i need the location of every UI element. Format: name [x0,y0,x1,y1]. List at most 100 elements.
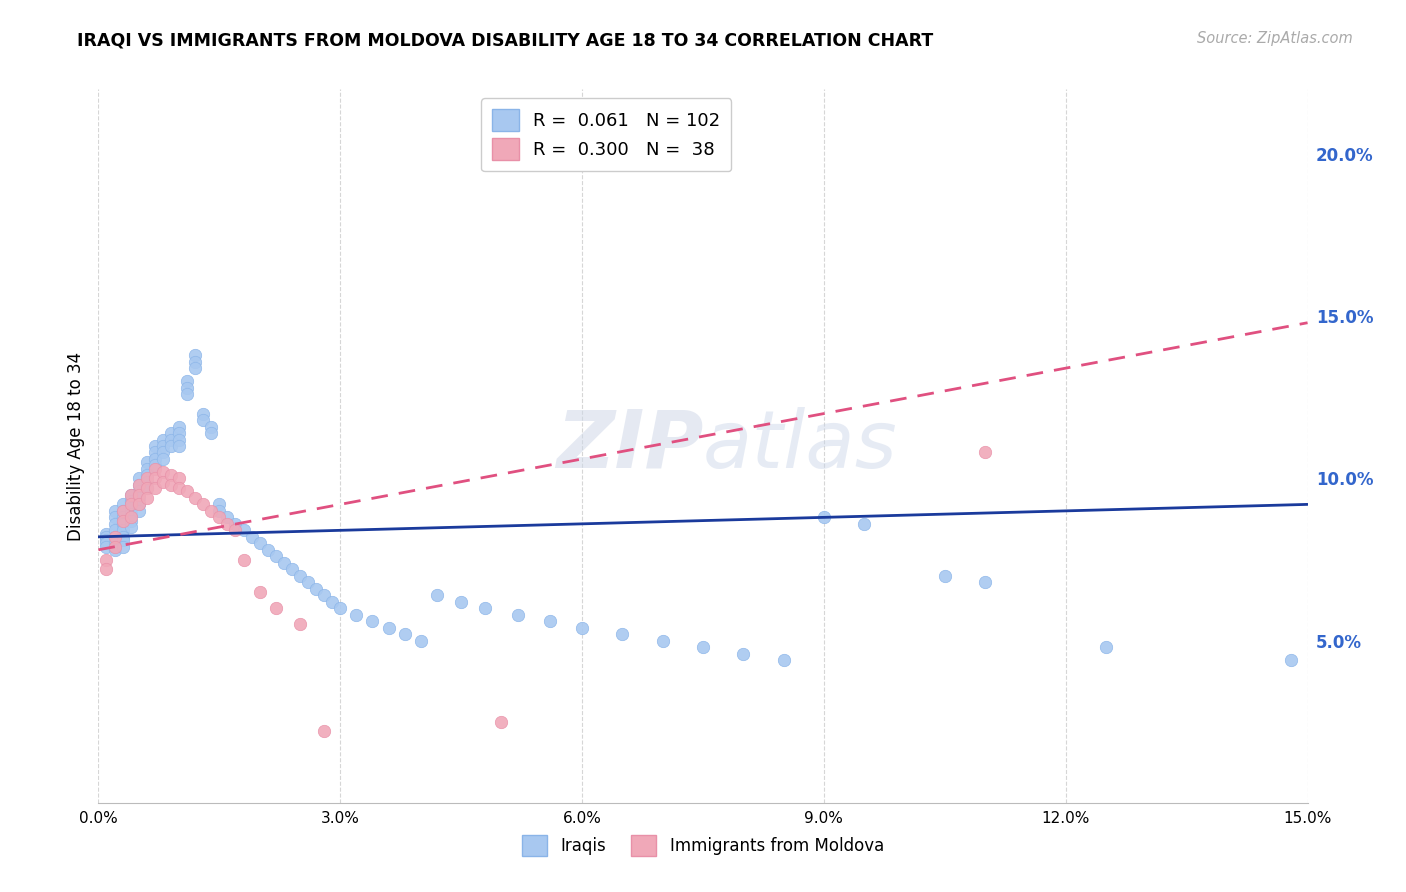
Point [474,601,496,615]
Point [224,516,246,531]
Point [111,510,134,524]
Point [394,627,416,641]
Point [111,504,134,518]
Point [103,516,125,531]
Point [128,471,150,485]
Point [128,491,150,505]
Point [128,478,150,492]
Point [128,478,150,492]
Point [813,510,835,524]
Point [135,455,157,469]
Point [120,494,142,508]
Point [111,514,134,528]
Point [361,614,384,628]
Point [176,381,198,395]
Point [96,526,118,541]
Point [377,621,399,635]
Point [450,595,472,609]
Point [143,461,166,475]
Point [135,461,157,475]
Point [103,510,125,524]
Point [208,510,231,524]
Point [733,647,755,661]
Point [128,484,150,499]
Point [135,491,157,505]
Point [120,510,142,524]
Point [135,475,157,489]
Point [314,724,336,739]
Point [167,471,190,485]
Point [103,540,125,554]
Point [128,497,150,511]
Point [120,488,142,502]
Point [167,481,190,495]
Point [314,588,336,602]
Point [128,488,150,502]
Point [103,540,125,554]
Point [111,530,134,544]
Point [193,407,215,421]
Point [974,575,997,590]
Point [135,481,157,495]
Point [152,433,174,447]
Point [167,425,190,440]
Text: IRAQI VS IMMIGRANTS FROM MOLDOVA DISABILITY AGE 18 TO 34 CORRELATION CHART: IRAQI VS IMMIGRANTS FROM MOLDOVA DISABIL… [77,31,934,49]
Point [128,504,150,518]
Point [249,536,271,550]
Point [111,524,134,538]
Point [143,445,166,459]
Point [176,484,198,499]
Point [538,614,561,628]
Point [240,530,263,544]
Point [160,468,183,483]
Point [208,497,231,511]
Point [217,516,239,531]
Point [297,575,319,590]
Point [120,520,142,534]
Point [120,497,142,511]
Point [152,475,174,489]
Point [167,439,190,453]
Point [321,595,343,609]
Point [160,425,183,440]
Point [135,468,157,483]
Point [612,627,634,641]
Point [184,491,207,505]
Point [111,516,134,531]
Point [974,445,997,459]
Point [103,530,125,544]
Point [152,452,174,467]
Y-axis label: Disability Age 18 to 34: Disability Age 18 to 34 [66,351,84,541]
Point [1281,653,1303,667]
Point [273,556,295,570]
Point [111,504,134,518]
Point [491,714,513,729]
Point [264,601,287,615]
Point [152,445,174,459]
Point [217,510,239,524]
Point [344,607,367,622]
Point [200,504,222,518]
Point [167,419,190,434]
Point [96,533,118,547]
Point [200,425,222,440]
Point [111,540,134,554]
Point [96,536,118,550]
Legend: Iraqis, Immigrants from Moldova: Iraqis, Immigrants from Moldova [516,829,890,863]
Point [184,354,207,368]
Point [934,568,956,582]
Point [288,568,311,582]
Point [128,497,150,511]
Point [208,504,231,518]
Point [184,348,207,362]
Point [249,585,271,599]
Point [571,621,593,635]
Point [96,540,118,554]
Point [167,433,190,447]
Point [305,582,328,596]
Point [120,507,142,521]
Point [426,588,449,602]
Point [143,439,166,453]
Point [160,439,183,453]
Point [111,533,134,547]
